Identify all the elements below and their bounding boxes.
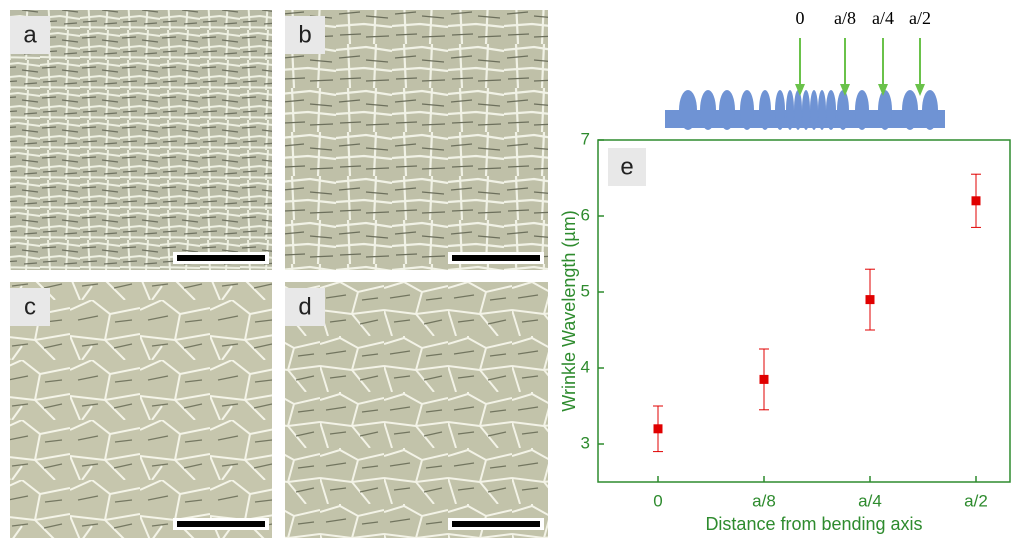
wrinkle	[759, 90, 771, 130]
wrinkle	[679, 90, 697, 130]
point	[760, 375, 769, 384]
panel-label: d	[298, 293, 311, 320]
wrinkle	[810, 90, 818, 130]
wrinkle	[878, 90, 892, 130]
point	[972, 196, 981, 205]
wrinkle	[700, 90, 716, 130]
panel-label: c	[24, 293, 36, 320]
position-label: 0	[796, 8, 805, 28]
position-label: a/4	[872, 8, 894, 28]
page: a b c d 0 a/8 a/4 a/2 e 3 4 5 6 7 0 a/8 a/4 a/2 Dista…	[0, 0, 1023, 540]
y-tick-label: 6	[581, 205, 590, 224]
scale-bar	[177, 521, 265, 527]
wrinkle	[794, 90, 802, 130]
wrinkle	[855, 90, 869, 130]
x-tick-label: 0	[653, 491, 662, 510]
wrinkle	[740, 90, 754, 130]
figure: a b c d 0 a/8 a/4 a/2 e 3 4 5 6 7 0 a/8 a/4 a/2 Dista…	[0, 0, 1023, 540]
x-tick-label: a/2	[964, 491, 988, 510]
y-tick-label: 7	[581, 129, 590, 148]
scale-bar	[452, 521, 540, 527]
wrinkle	[922, 90, 938, 130]
y-tick-label: 5	[581, 281, 590, 300]
panel-label: a	[23, 21, 37, 48]
x-tick-label: a/8	[752, 491, 776, 510]
wrinkle	[902, 90, 918, 130]
scale-bar	[452, 255, 540, 261]
schematic: 0 a/8 a/4 a/2	[665, 8, 945, 130]
position-label: a/2	[909, 8, 931, 28]
wrinkle	[719, 90, 735, 130]
panel-label: e	[620, 153, 633, 180]
position-label: a/8	[834, 8, 856, 28]
wrinkle	[818, 90, 826, 130]
panel-label: b	[298, 21, 311, 48]
y-tick-label: 4	[581, 357, 590, 376]
point	[654, 424, 663, 433]
arrow-head	[915, 84, 925, 96]
y-tick-label: 3	[581, 433, 590, 452]
scale-bar	[177, 255, 265, 261]
y-axis-title: Wrinkle Wavelength (µm)	[559, 210, 579, 411]
x-axis-title: Distance from bending axis	[705, 514, 922, 534]
wrinkle	[826, 90, 836, 130]
x-tick-label: a/4	[858, 491, 882, 510]
wrinkle	[775, 90, 785, 130]
wrinkle	[786, 90, 794, 130]
wrinkle	[837, 90, 849, 130]
point	[866, 295, 875, 304]
wrinkle	[802, 90, 810, 130]
chart: e 3 4 5 6 7 0 a/8 a/4 a/2 Distance from bending ax…	[559, 129, 1010, 533]
